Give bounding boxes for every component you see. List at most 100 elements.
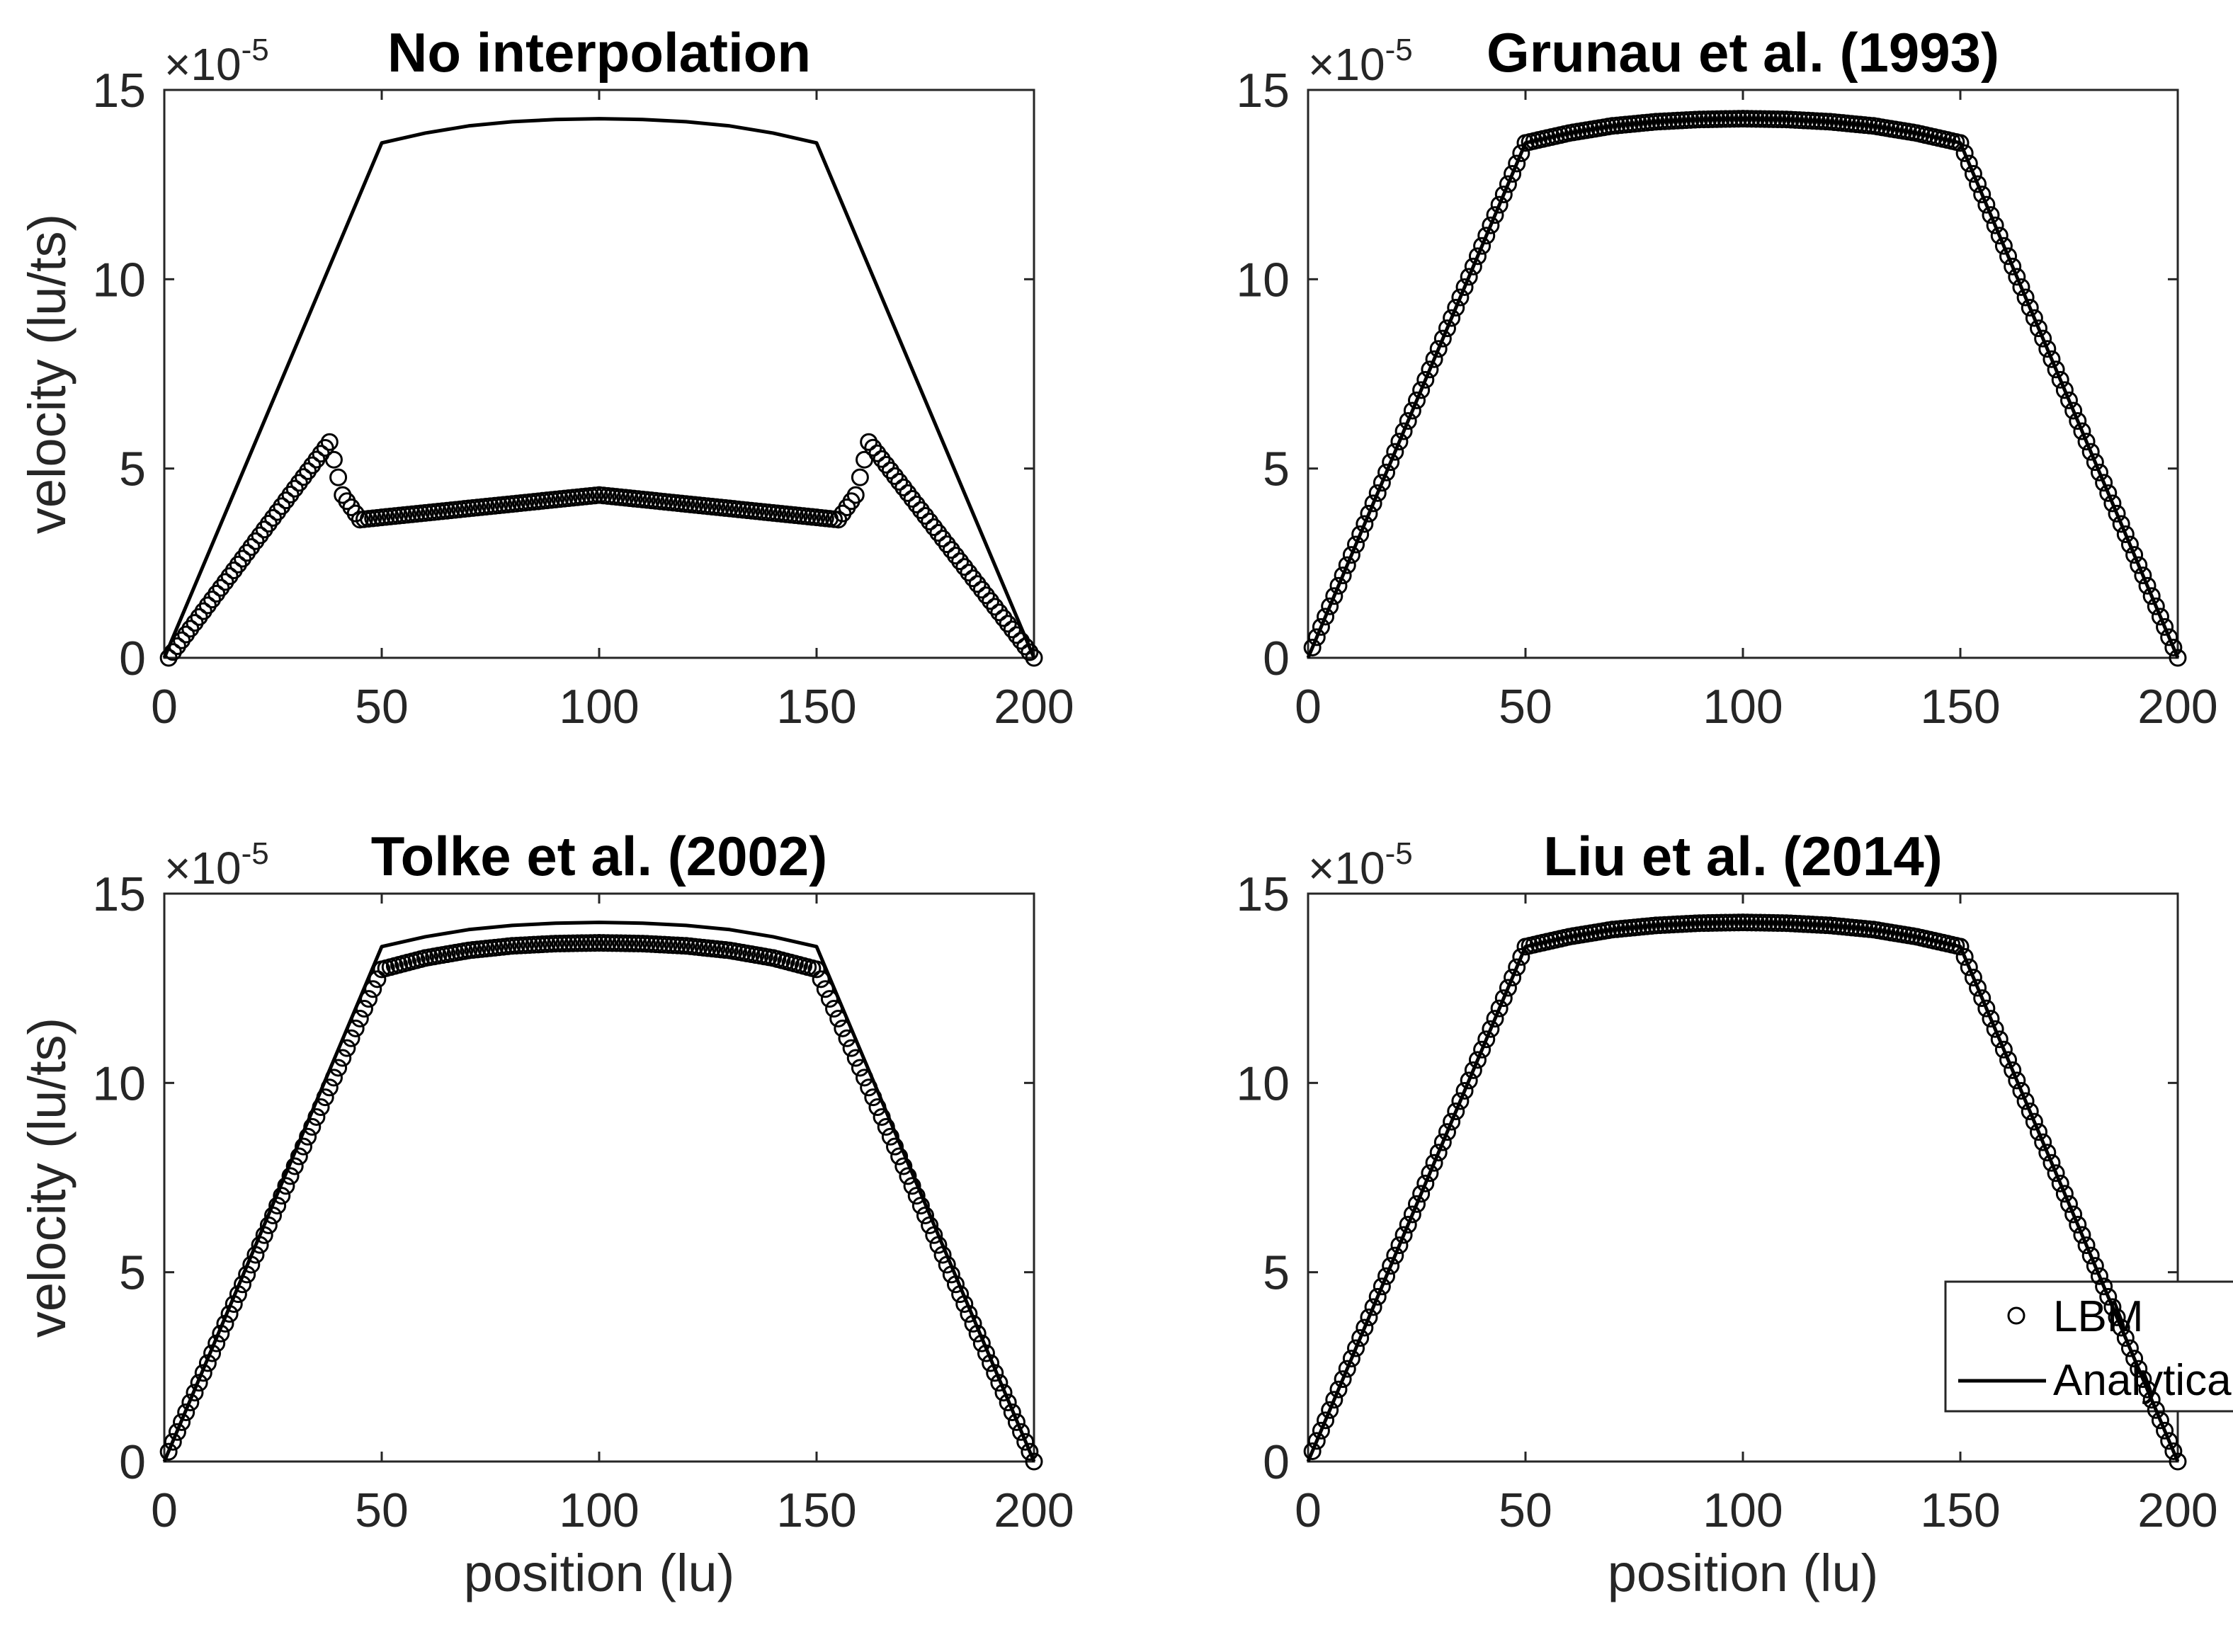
- legend-box: [1944, 1280, 2233, 1413]
- panel-liu: ×10-5 Liu et al. (2014) position (lu) LB…: [1236, 825, 2233, 1602]
- lbm-point: [1504, 164, 1522, 183]
- lbm-point: [2051, 370, 2069, 389]
- lbm-point: [2112, 1318, 2130, 1337]
- lbm-point: [2125, 546, 2144, 564]
- lbm-point: [1455, 1081, 1474, 1100]
- lbm-point: [2038, 340, 2057, 358]
- lbm-point: [1508, 154, 1526, 173]
- lbm-point: [999, 615, 1017, 633]
- lbm-point: [1012, 1423, 1030, 1441]
- lbm-point: [1329, 1380, 1348, 1398]
- analytical-solution-line: [162, 117, 1036, 659]
- lbm-point: [2042, 1153, 2061, 1172]
- lbm-point: [2169, 1452, 2187, 1471]
- lbm-point: [1386, 443, 1404, 461]
- lbm-point: [2012, 1081, 2030, 1100]
- lbm-point: [1494, 186, 1513, 204]
- lbm-point: [2073, 1226, 2091, 1244]
- x-tick-label: 0: [1295, 1483, 1322, 1537]
- lbm-point: [1429, 1144, 1448, 1162]
- lbm-point: [1025, 1452, 1043, 1471]
- lbm-point: [1999, 1051, 2018, 1069]
- lbm-point: [925, 518, 943, 537]
- lbm-point: [2047, 1164, 2065, 1183]
- lbm-point: [1312, 617, 1330, 636]
- lbm-point: [994, 1384, 1013, 1402]
- panel-title: Grunau et al. (1993): [1487, 21, 1999, 84]
- lbm-point: [1390, 433, 1409, 451]
- panel-tolke: ×10-5 Tolke et al. (2002) velocity (lu/t…: [18, 825, 1074, 1602]
- x-tick-label: 50: [355, 680, 409, 734]
- lbm-point: [2008, 268, 2026, 286]
- lbm-point: [2012, 278, 2030, 296]
- lbm-point: [2142, 587, 2161, 605]
- x-tick-label: 150: [776, 1483, 856, 1537]
- lbm-point: [2116, 525, 2135, 543]
- lbm-point: [1377, 463, 1396, 482]
- lbm-point: [1477, 227, 1496, 245]
- y-axis-label: velocity (lu/ts): [18, 214, 76, 534]
- lbm-point: [1973, 186, 1991, 204]
- lbm-point: [2103, 1298, 2122, 1316]
- lbm-point: [881, 461, 899, 479]
- lbm-point: [2008, 1071, 2026, 1090]
- panel-title: No interpolation: [387, 21, 811, 84]
- lbm-point: [2086, 453, 2104, 472]
- lbm-point: [555, 934, 574, 952]
- lbm-point: [2120, 535, 2139, 554]
- lbm-point: [929, 524, 948, 542]
- lbm-point: [2034, 329, 2052, 348]
- lbm-point: [2016, 1092, 2035, 1110]
- lbm-point: [999, 1394, 1017, 1412]
- lbm-point: [603, 934, 621, 952]
- lbm-point: [1460, 1071, 1478, 1090]
- lbm-point: [2156, 1421, 2174, 1440]
- panel-no-interpolation: ×10-5 No interpolation velocity (lu/ts) …: [18, 21, 1074, 734]
- lbm-point: [324, 450, 343, 469]
- lbm-point: [2042, 350, 2061, 368]
- y-tick-label: 5: [1263, 1246, 1290, 1300]
- lbm-point: [2064, 401, 2083, 420]
- lbm-point: [285, 1157, 304, 1175]
- lbm-point: [625, 934, 643, 952]
- lbm-point: [1421, 1164, 1439, 1183]
- lbm-point: [1347, 535, 1365, 554]
- lbm-point: [2169, 649, 2187, 667]
- lbm-point: [2120, 1339, 2139, 1357]
- lbm-point: [1016, 1432, 1035, 1451]
- lbm-point: [2156, 617, 2174, 636]
- lbm-point: [590, 934, 608, 952]
- lbm-point: [2004, 1061, 2022, 1079]
- lbm-point: [594, 934, 613, 952]
- lbm-point: [2021, 299, 2039, 317]
- lbm-point: [1490, 195, 1508, 214]
- lbm-point: [1360, 504, 1378, 523]
- lbm-point: [159, 1442, 178, 1461]
- lbm-point: [1412, 381, 1431, 399]
- lbm-point: [1464, 257, 1482, 275]
- lbm-point: [1425, 350, 1443, 368]
- lbm-point: [559, 934, 578, 952]
- lbm-point: [186, 1384, 204, 1402]
- lbm-point: [982, 592, 1000, 610]
- lbm-point: [964, 569, 982, 588]
- lbm-point: [894, 1157, 913, 1175]
- lbm-point: [2099, 1287, 2118, 1306]
- lbm-point: [1512, 947, 1530, 966]
- lbm-point: [1994, 1040, 2013, 1059]
- lbm-point: [547, 935, 565, 953]
- lbm-point: [1986, 1020, 2004, 1038]
- lbm-point: [2103, 494, 2122, 513]
- lbm-point: [1443, 1112, 1461, 1131]
- lbm-point: [1386, 1246, 1404, 1265]
- lbm-point: [1468, 247, 1487, 266]
- lbm-point: [1477, 1030, 1496, 1049]
- lbm-point: [1482, 1020, 1500, 1038]
- lbm-point: [1960, 154, 1978, 173]
- lbm-point: [2060, 1195, 2078, 1213]
- lbm-point: [1990, 227, 2008, 245]
- lbm-point: [1425, 1153, 1443, 1172]
- lbm-point: [1486, 1010, 1504, 1028]
- lbm-point: [2060, 391, 2078, 409]
